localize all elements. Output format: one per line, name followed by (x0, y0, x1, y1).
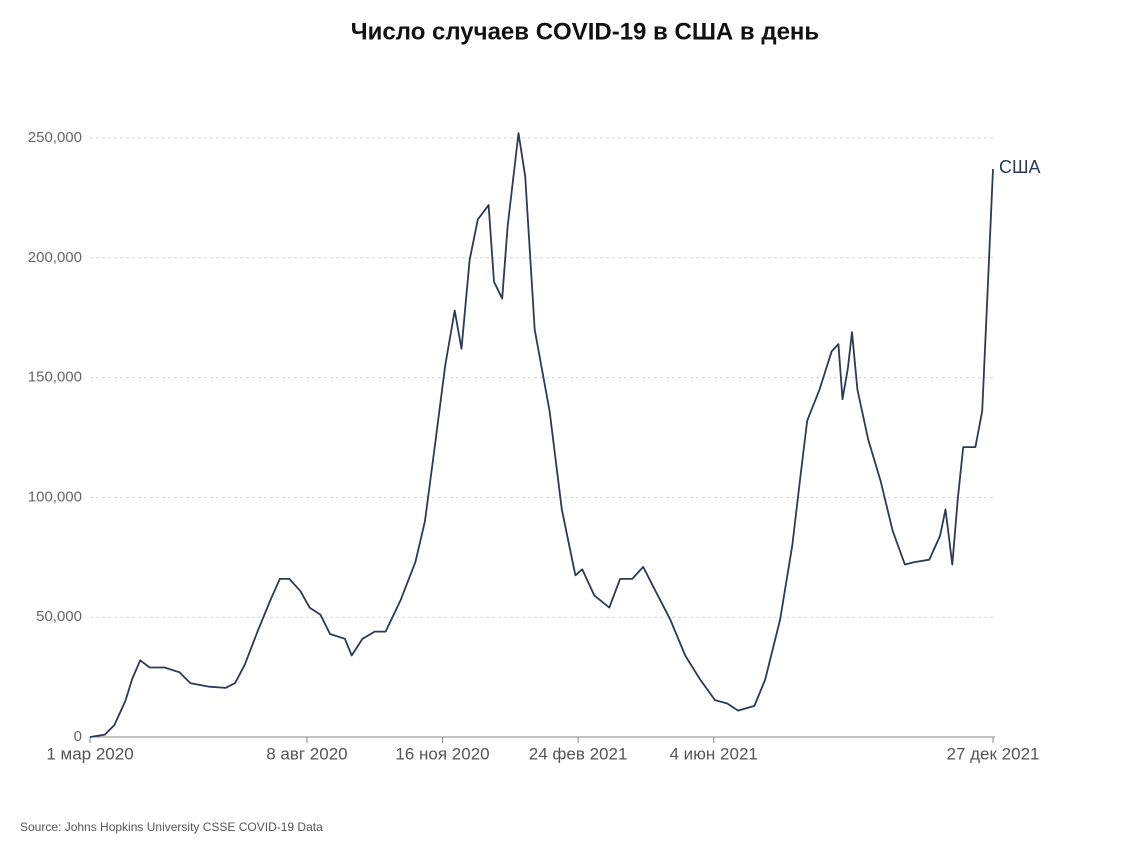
chart-title: Число случаев COVID-19 в США в день (351, 18, 819, 45)
x-tick-label: 16 ноя 2020 (395, 744, 489, 763)
x-tick-label: 4 июн 2021 (670, 744, 758, 763)
source-note: Source: Johns Hopkins University CSSE CO… (20, 820, 323, 834)
y-tick-label: 0 (74, 728, 82, 745)
y-tick-label: 250,000 (28, 129, 82, 146)
series-line (89, 132, 994, 738)
series-label: США (999, 157, 1041, 177)
y-tick-label: 50,000 (36, 608, 82, 625)
y-tick-label: 100,000 (28, 488, 82, 505)
y-tick-label: 200,000 (28, 249, 82, 266)
x-tick-label: 8 авг 2020 (266, 744, 347, 763)
x-tick-label: 1 мар 2020 (46, 744, 133, 763)
x-tick-label: 24 фев 2021 (529, 744, 628, 763)
x-tick-label: 27 дек 2021 (947, 744, 1040, 763)
y-tick-label: 150,000 (28, 369, 82, 386)
